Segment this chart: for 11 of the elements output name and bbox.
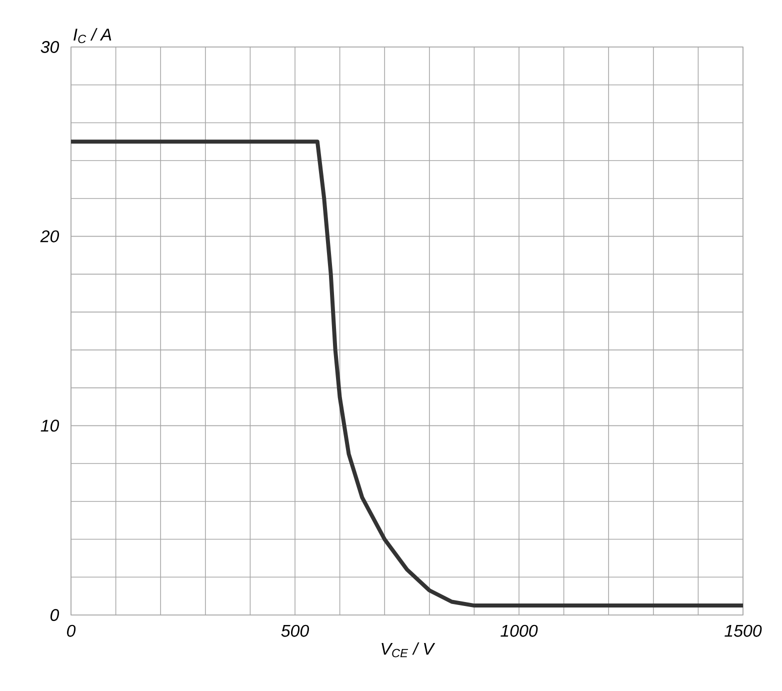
y-tick-label: 20 (40, 230, 60, 242)
x-tick-label: 1500 (724, 624, 762, 637)
y-tick-label: 30 (40, 41, 60, 53)
x-axis-title: V$_{CE}$ / V (382, 642, 436, 658)
y-tick-label: 10 (40, 420, 60, 432)
y-tick-label: 0 (50, 609, 60, 621)
x-tick-label: 500 (281, 624, 309, 637)
x-tick-label: 0 (67, 624, 76, 637)
x-tick-label: 1000 (500, 624, 538, 637)
line-series (71, 140, 744, 608)
y-axis-title: I$_{C}$ / A (74, 28, 112, 44)
